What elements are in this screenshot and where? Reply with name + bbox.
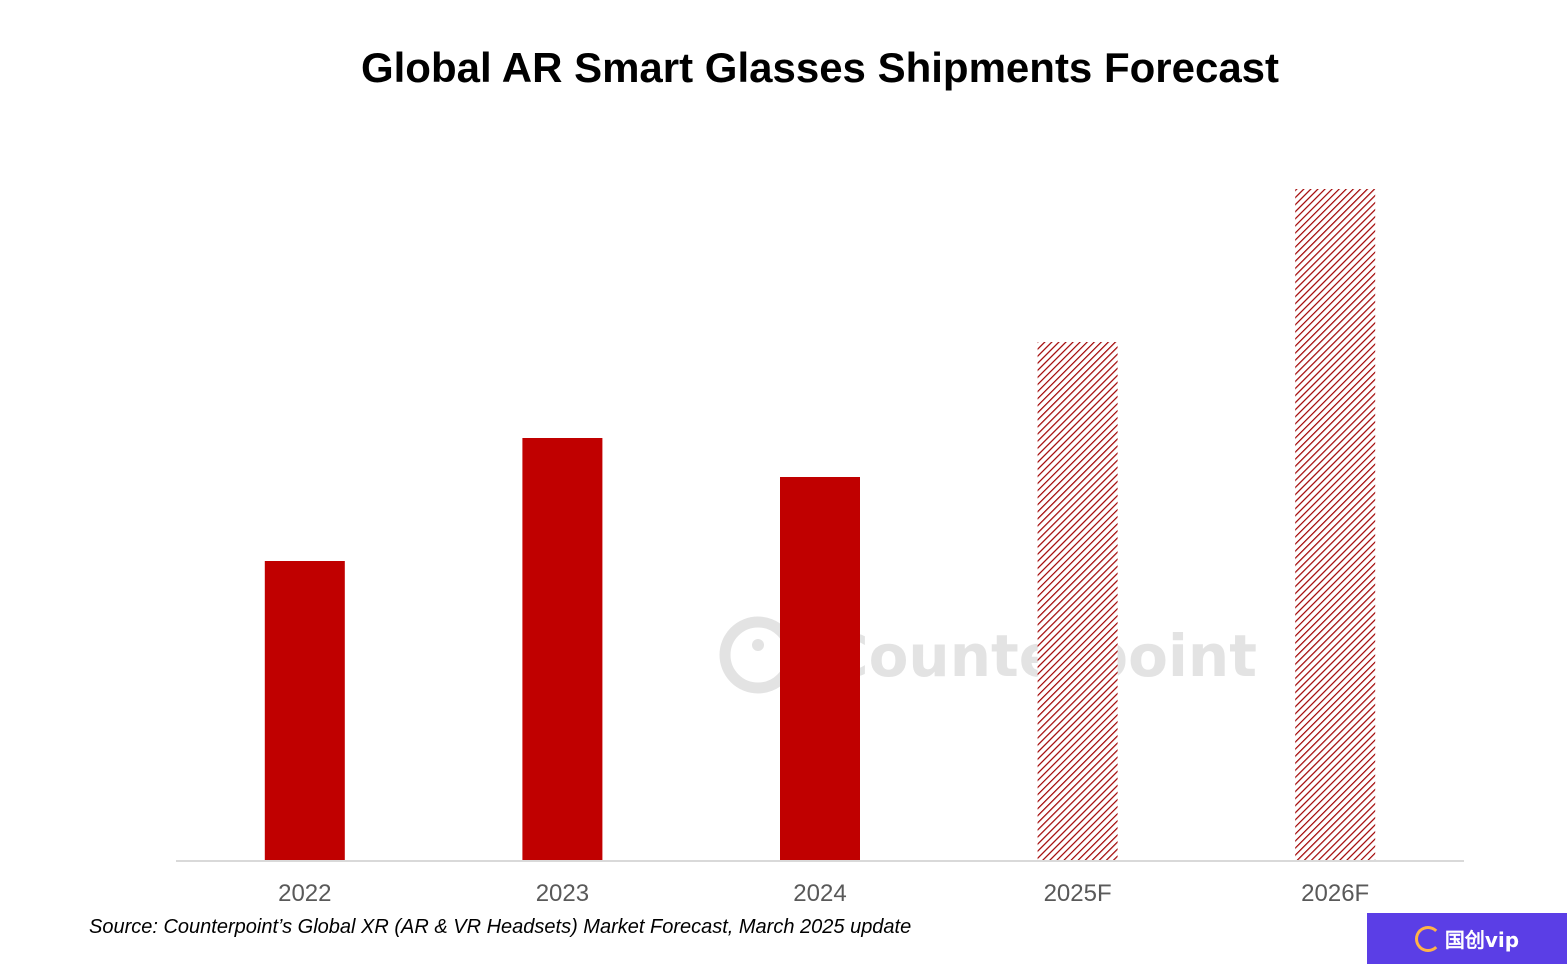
vip-badge: 国创vip <box>1367 913 1567 964</box>
x-tick-label-2025f: 2025F <box>1044 880 1112 907</box>
badge-text: 国创vip <box>1444 928 1520 952</box>
chart-title: Global AR Smart Glasses Shipments Foreca… <box>360 44 1280 91</box>
bar-2023 <box>522 438 603 861</box>
bar-2024 <box>780 477 860 861</box>
x-tick-label-2022: 2022 <box>278 880 331 907</box>
badge-logo: 国创vip <box>1414 924 1520 953</box>
x-axis-ticks: 2022 2023 2024 2025F 2026F <box>278 880 1369 907</box>
x-tick-label-2026f: 2026F <box>1301 880 1369 907</box>
source-note: Source: Counterpoint’s Global XR (AR & V… <box>89 916 912 938</box>
bar-2026f <box>1295 189 1376 861</box>
x-tick-label-2023: 2023 <box>536 880 589 907</box>
bars-group <box>264 189 1376 861</box>
bar-2025f <box>1037 342 1118 861</box>
bar-2022 <box>264 561 345 861</box>
badge-logo-icon <box>1414 925 1441 952</box>
x-tick-label-2024: 2024 <box>793 880 846 907</box>
